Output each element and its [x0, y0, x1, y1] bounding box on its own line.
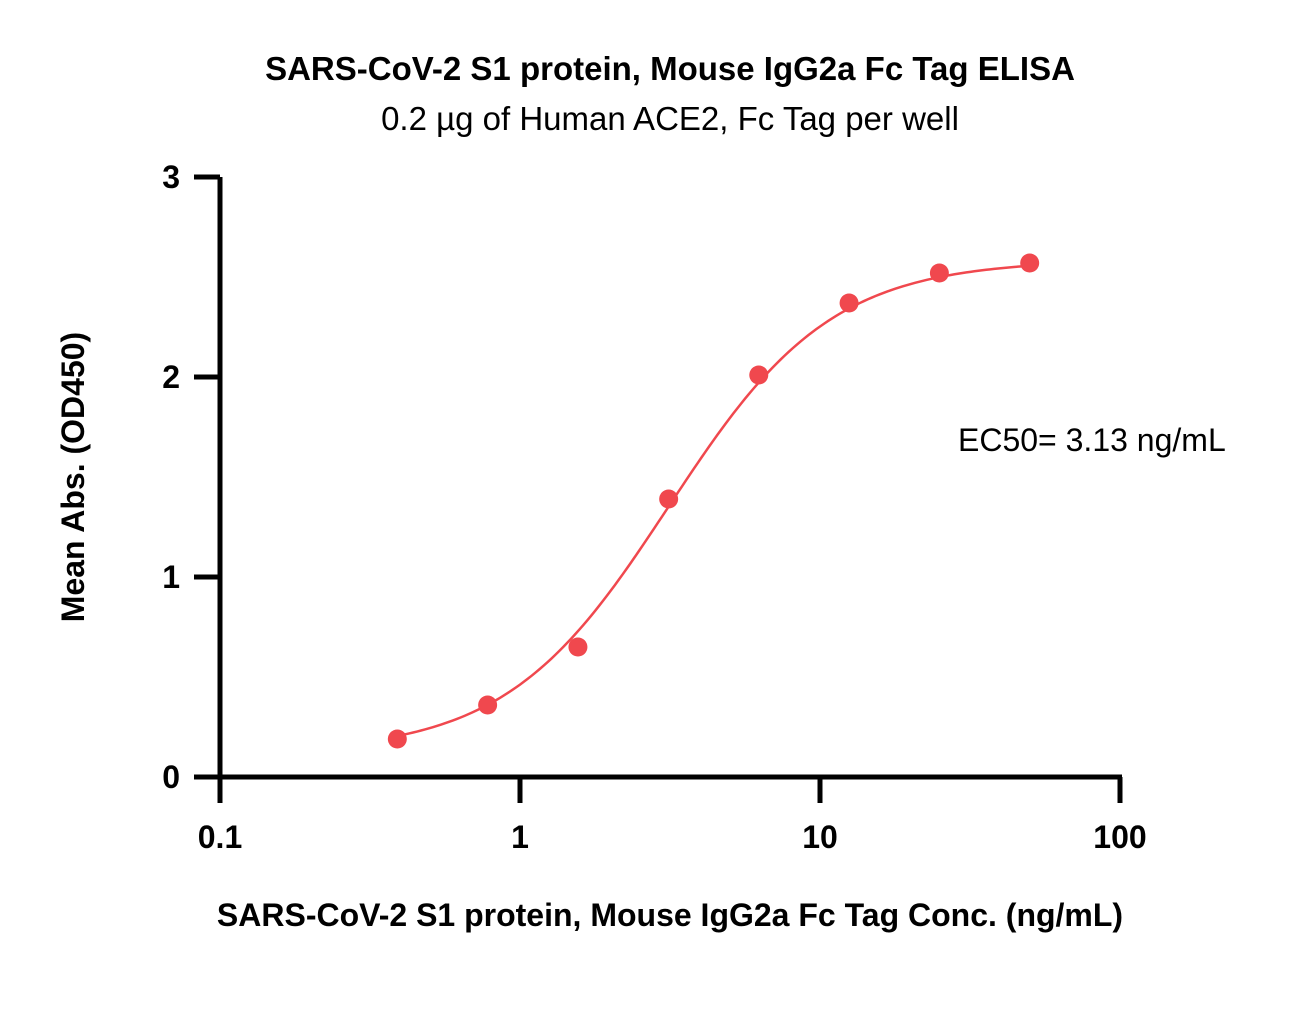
chart-title: SARS-CoV-2 S1 protein, Mouse IgG2a Fc Ta… — [265, 50, 1075, 87]
x-tick-label: 0.1 — [198, 819, 242, 855]
data-point — [929, 263, 949, 283]
ec50-annotation: EC50= 3.13 ng/mL — [958, 422, 1226, 458]
fit-curve — [397, 264, 1030, 738]
data-point — [839, 293, 859, 313]
y-axis-label: Mean Abs. (OD450) — [55, 332, 91, 622]
y-tick-label: 2 — [162, 359, 180, 395]
y-tick-label: 3 — [162, 159, 180, 195]
x-axis-ticks: 0.1 1 10 100 — [198, 777, 1147, 855]
x-tick-label: 1 — [511, 819, 529, 855]
data-points — [387, 253, 1040, 749]
data-point — [749, 365, 769, 385]
y-axis-ticks: 0 1 2 3 — [162, 159, 220, 795]
chart-subtitle: 0.2 µg of Human ACE2, Fc Tag per well — [381, 100, 959, 137]
x-tick-label: 10 — [802, 819, 838, 855]
data-point — [1020, 253, 1040, 273]
x-axis-label: SARS-CoV-2 S1 protein, Mouse IgG2a Fc Ta… — [217, 897, 1123, 933]
data-point — [478, 695, 498, 715]
data-point — [568, 637, 588, 657]
data-point — [387, 729, 407, 749]
y-tick-label: 1 — [162, 559, 180, 595]
x-tick-label: 100 — [1093, 819, 1146, 855]
y-tick-label: 0 — [162, 759, 180, 795]
data-point — [659, 489, 679, 509]
